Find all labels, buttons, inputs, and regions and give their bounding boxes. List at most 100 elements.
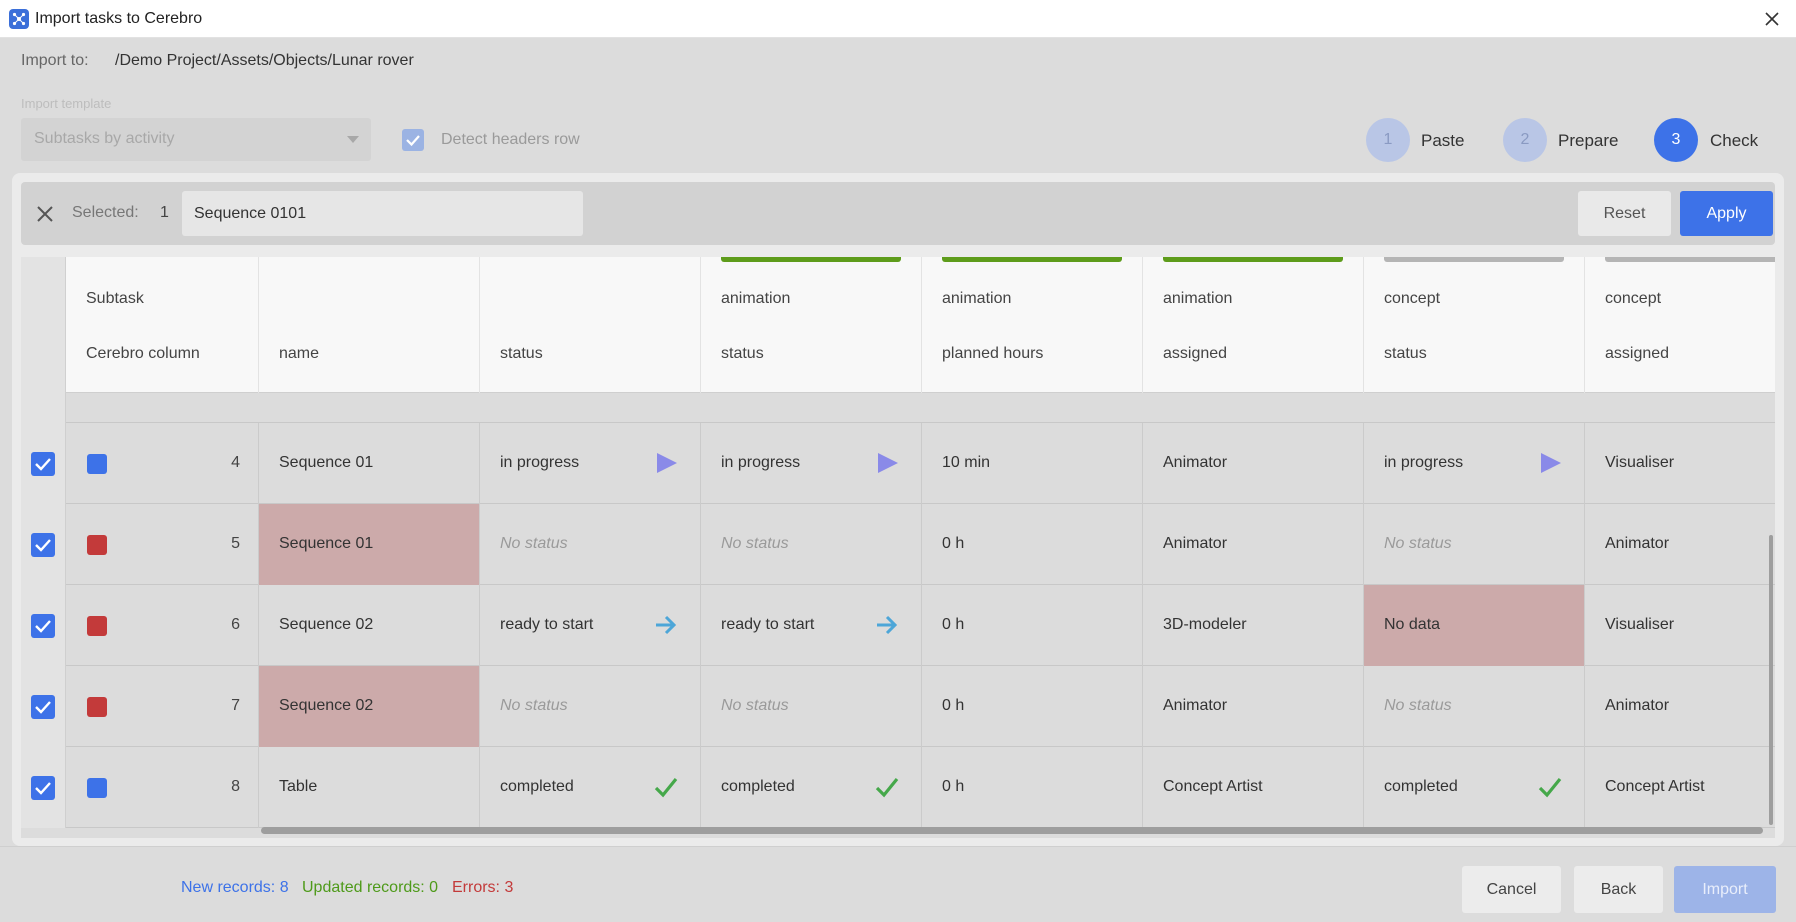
cell-value: Concept Artist [1605, 778, 1705, 795]
step-1-label: Paste [1421, 131, 1465, 150]
cell-value: Sequence 02 [279, 697, 374, 714]
table-cell[interactable]: Animator [1143, 504, 1364, 585]
cell-value: Table [279, 778, 318, 795]
play-status-icon [654, 451, 678, 475]
cell-value: ready to start [721, 616, 815, 633]
back-button[interactable]: Back [1574, 866, 1663, 913]
close-window-icon[interactable] [1762, 9, 1782, 29]
import-template-value: Subtasks by activity [34, 130, 175, 147]
apply-button[interactable]: Apply [1680, 191, 1773, 236]
header-column-7[interactable]: concept assigned [1585, 257, 1775, 393]
cell-value: No data [1384, 616, 1441, 633]
cell-value: No status [721, 697, 789, 714]
vertical-scrollbar[interactable] [1769, 535, 1773, 825]
table-cell[interactable]: in progress [701, 423, 922, 504]
table-cell[interactable]: Animator [1143, 666, 1364, 747]
table-cell[interactable]: completed [1364, 747, 1585, 828]
cell-value: Animator [1605, 697, 1670, 714]
play-status-icon [1538, 451, 1562, 475]
table-cell[interactable]: Sequence 01 [259, 504, 480, 585]
table-row[interactable]: 4 Sequence 01 in progress in progress 10 min… [21, 423, 1775, 504]
selection-value-input[interactable] [182, 191, 583, 236]
table-cell[interactable]: ready to start [701, 585, 922, 666]
cell-value: in progress [500, 454, 580, 471]
table-cell[interactable]: Table [259, 747, 480, 828]
row-checkbox-cell [21, 423, 66, 504]
table-cell[interactable]: Sequence 02 [259, 585, 480, 666]
header-label-column: Subtask Cerebro column [66, 257, 259, 393]
footer-divider [0, 846, 1796, 847]
import-template-select[interactable]: Subtasks by activity [21, 118, 371, 161]
table-cell[interactable]: 0 h [922, 504, 1143, 585]
table-cell[interactable]: No status [701, 666, 922, 747]
row-checkbox[interactable] [31, 776, 55, 800]
table-cell[interactable]: 0 h [922, 747, 1143, 828]
table-cell[interactable]: Visualiser [1585, 585, 1775, 666]
header-checkbox-column [21, 257, 66, 393]
table-cell[interactable]: 3D-modeler [1143, 585, 1364, 666]
header-column-5[interactable]: animation assigned [1143, 257, 1364, 393]
table-cell[interactable]: No status [480, 504, 701, 585]
table-cell[interactable]: completed [701, 747, 922, 828]
table-row[interactable]: 5 Sequence 01 No status No status 0 h Animato… [21, 504, 1775, 585]
header-column-3[interactable]: animation status [701, 257, 922, 393]
table-cell[interactable]: 0 h [922, 585, 1143, 666]
cell-value: Animator [1605, 535, 1670, 552]
table-cell[interactable]: No status [1364, 504, 1585, 585]
step-2-circle[interactable]: 2 [1503, 118, 1547, 162]
table-row[interactable]: 7 Sequence 02 No status No status 0 h Animato… [21, 666, 1775, 747]
table-cell[interactable]: 0 h [922, 666, 1143, 747]
table-cell[interactable]: Visualiser [1585, 423, 1775, 504]
header-field-label: assigned [1605, 345, 1670, 362]
header-field-label: planned hours [942, 345, 1044, 362]
row-checkbox-cell [21, 585, 66, 666]
table-cell[interactable]: in progress [1364, 423, 1585, 504]
activity-color-bar [1384, 257, 1564, 262]
cell-value: Sequence 02 [279, 616, 374, 633]
clear-selection-icon[interactable] [35, 204, 55, 224]
table-cell[interactable]: Sequence 01 [259, 423, 480, 504]
table-cell[interactable]: Animator [1585, 666, 1775, 747]
table-cell[interactable]: No data [1364, 585, 1585, 666]
cerebro-app-icon [9, 9, 29, 29]
table-cell[interactable]: ready to start [480, 585, 701, 666]
table-cell[interactable]: No status [480, 666, 701, 747]
header-column-6[interactable]: concept status [1364, 257, 1585, 393]
header-activity-label: concept [1605, 290, 1662, 307]
row-checkbox[interactable] [31, 452, 55, 476]
table-row[interactable]: 6 Sequence 02 ready to start ready to start… [21, 585, 1775, 666]
table-cell[interactable]: Animator [1143, 423, 1364, 504]
table-cell[interactable]: in progress [480, 423, 701, 504]
activity-color-bar [1163, 257, 1343, 262]
checkmark-icon [35, 539, 51, 552]
row-index: 8 [231, 778, 240, 795]
row-checkbox[interactable] [31, 614, 55, 638]
table-cell[interactable]: No status [1364, 666, 1585, 747]
cell-value: completed [721, 778, 795, 795]
detect-headers-checkbox[interactable] [402, 129, 424, 151]
table-cell[interactable]: completed [480, 747, 701, 828]
header-column-1[interactable]: name [259, 257, 480, 393]
table-cell[interactable]: 10 min [922, 423, 1143, 504]
table-row[interactable]: 8 Table completed completed 0 h Concept Artis… [21, 747, 1775, 828]
import-button[interactable]: Import [1674, 866, 1776, 913]
table-cell[interactable]: Concept Artist [1143, 747, 1364, 828]
reset-button[interactable]: Reset [1578, 191, 1671, 236]
header-column-2[interactable]: status [480, 257, 701, 393]
header-column-4[interactable]: animation planned hours [922, 257, 1143, 393]
cell-value: completed [1384, 778, 1458, 795]
table-cell[interactable]: Sequence 02 [259, 666, 480, 747]
row-checkbox[interactable] [31, 695, 55, 719]
step-3-circle[interactable]: 3 [1654, 118, 1698, 162]
table-cell[interactable]: Animator [1585, 504, 1775, 585]
table-cell[interactable]: Concept Artist [1585, 747, 1775, 828]
table-cell[interactable]: No status [701, 504, 922, 585]
cell-value: 0 h [942, 616, 965, 633]
step-1-circle[interactable]: 1 [1366, 118, 1410, 162]
cancel-button[interactable]: Cancel [1462, 866, 1561, 913]
checkmark-icon [35, 620, 51, 633]
row-index: 5 [231, 535, 240, 552]
header-field-label: status [500, 345, 543, 362]
horizontal-scrollbar[interactable] [261, 827, 1763, 834]
row-checkbox[interactable] [31, 533, 55, 557]
